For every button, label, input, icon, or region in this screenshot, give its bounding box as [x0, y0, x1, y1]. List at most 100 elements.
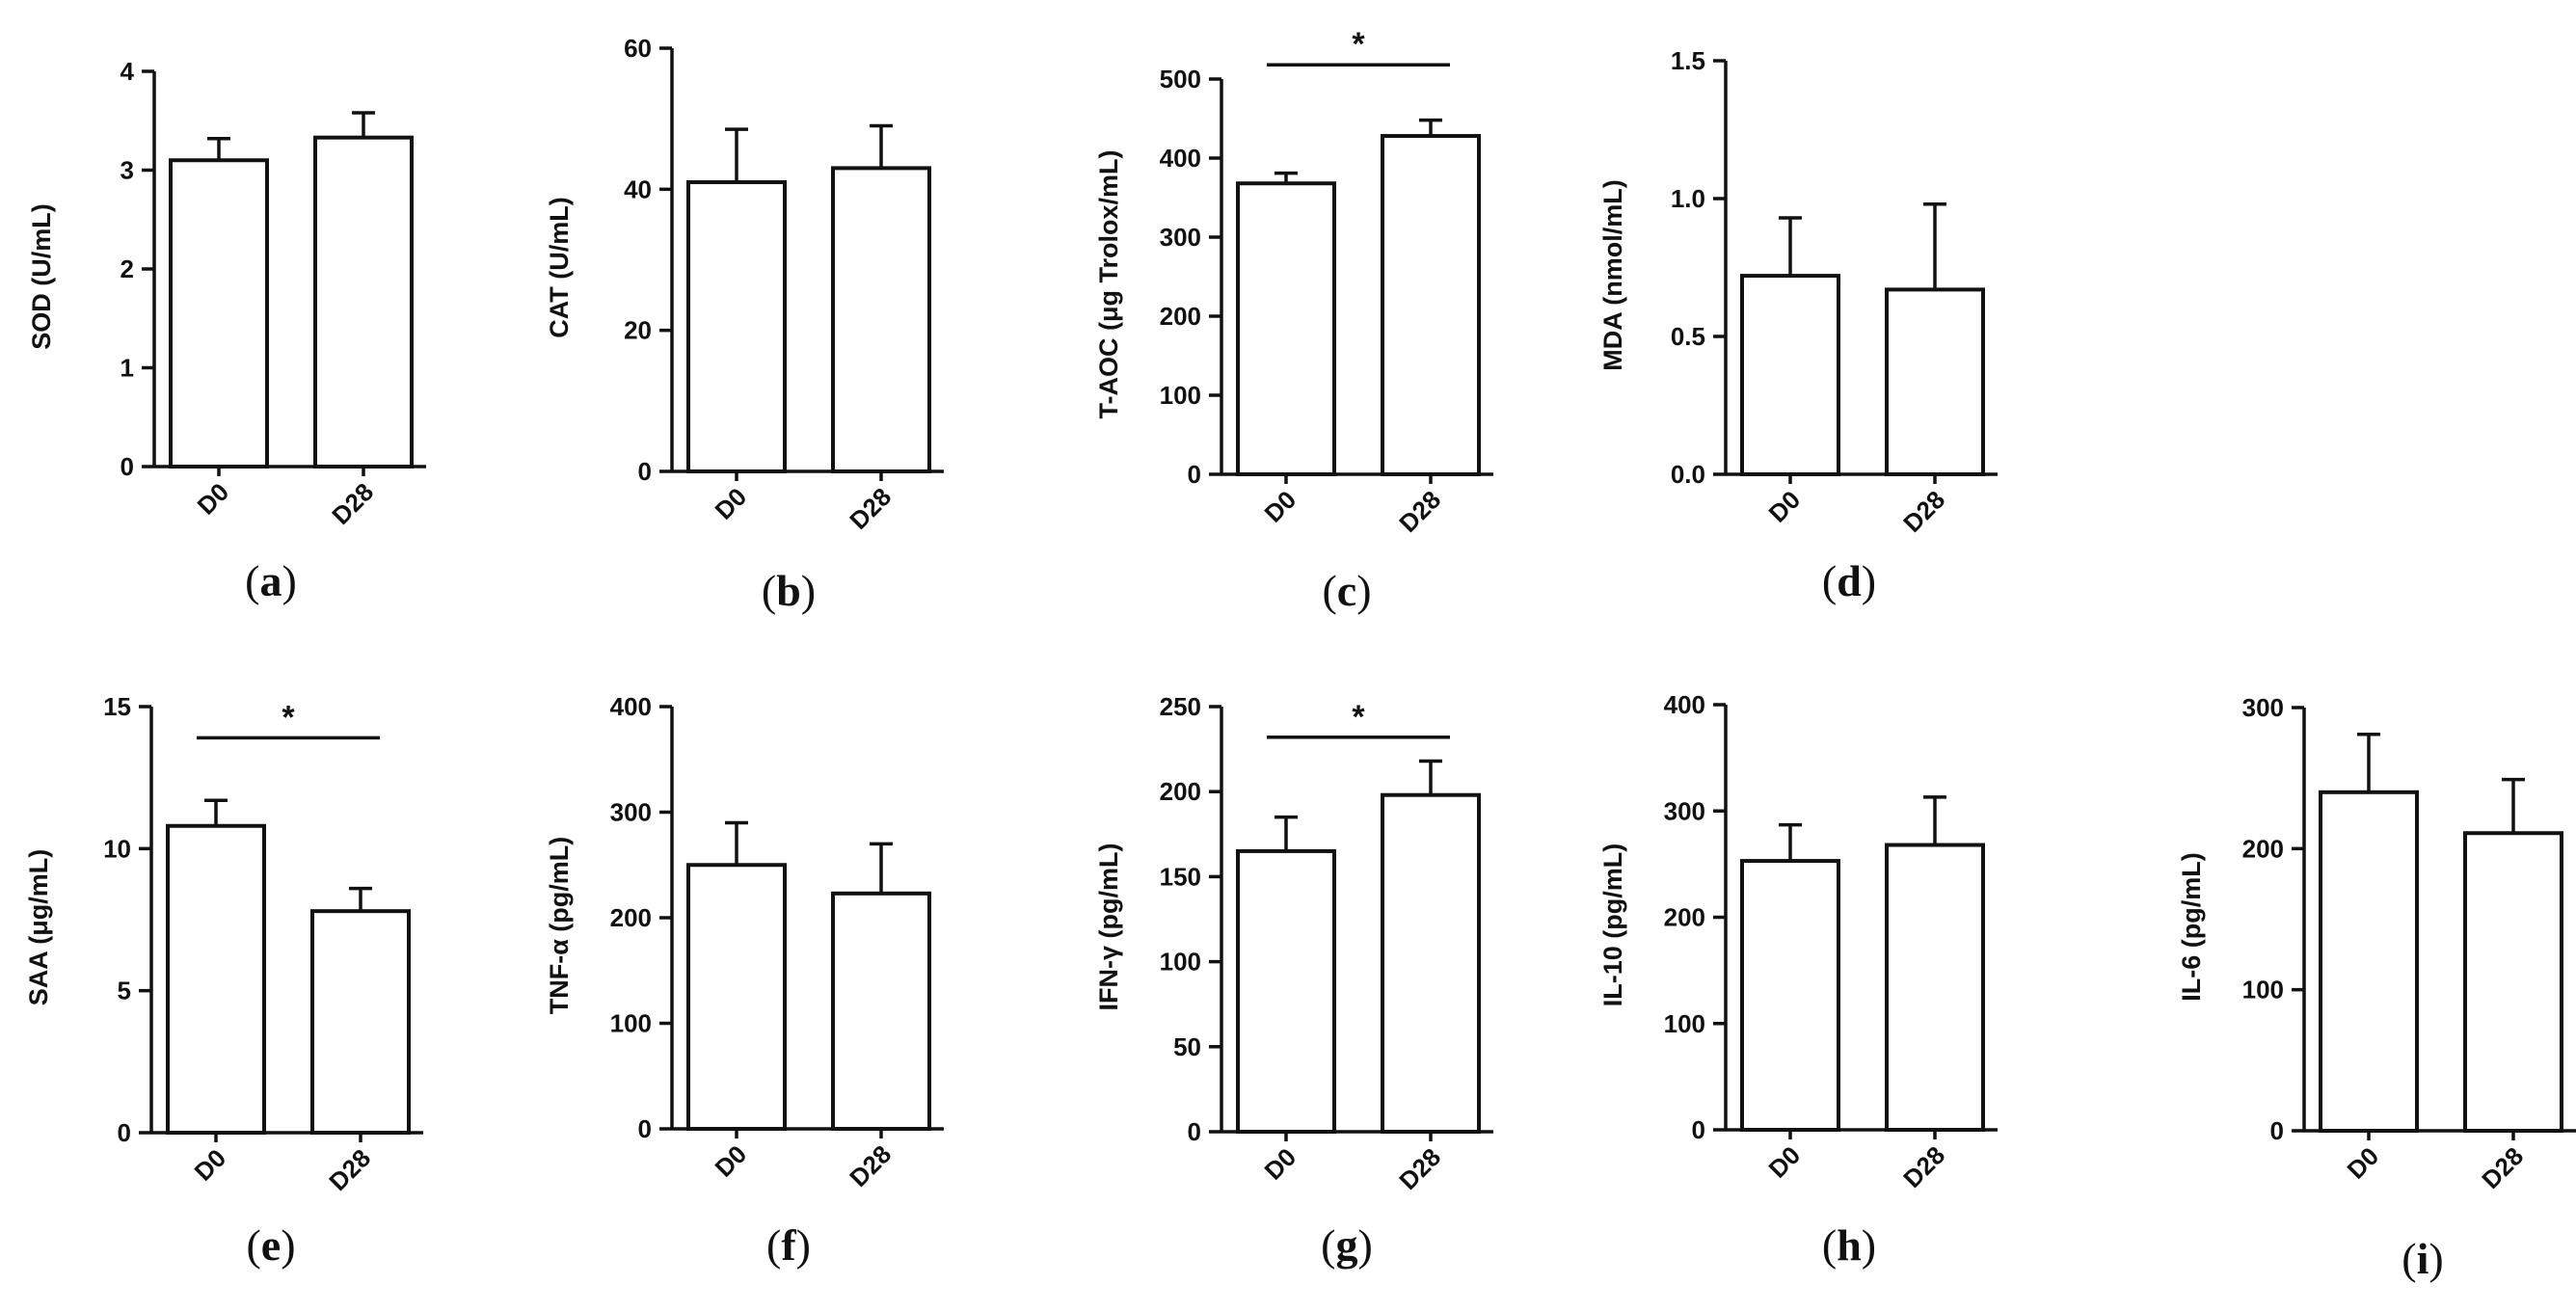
panel-e: 0 5 10 15 SAA (μg/mL) D0 D28 * (e)	[24, 692, 423, 1270]
significance-star: *	[1352, 26, 1365, 63]
panel-label: (h)	[1822, 1220, 1876, 1270]
y-tick-label: 200	[1160, 777, 1201, 806]
bar-d28	[310, 909, 411, 1135]
x-tick-label: D0	[710, 1139, 753, 1183]
bar-d0	[1236, 848, 1336, 1134]
y-tick-label: 0.0	[1671, 460, 1705, 489]
x-tick-label: D28	[1393, 1142, 1446, 1195]
panel-label: (a)	[245, 556, 297, 605]
panel-a: 0 1 2 3 4 SOD (U/mL) D0 D28 (a)	[27, 57, 426, 605]
panel-f: 0 100 200 300 400 TNF-α (pg/mL) D0 D28 (f)	[545, 692, 944, 1270]
bar-d28	[313, 135, 414, 469]
bar-d0	[169, 158, 269, 469]
bar-d0	[686, 180, 787, 473]
bar-d0	[166, 823, 266, 1135]
y-tick-label: 0	[2270, 1116, 2284, 1145]
x-tick-label: D28	[2476, 1141, 2529, 1194]
panel-letter: g	[1336, 1220, 1358, 1270]
y-tick-label: 100	[2242, 976, 2284, 1004]
y-tick-label: 0.5	[1671, 322, 1705, 351]
y-tick-label: 5	[118, 977, 131, 1005]
bar-d28	[831, 166, 931, 473]
bar-d0	[1740, 274, 1840, 476]
y-axis-title: TNF-α (pg/mL)	[545, 837, 574, 1015]
y-tick-label: 100	[1160, 948, 1201, 977]
y-tick-label: 60	[624, 34, 652, 63]
x-tick-label: D0	[192, 477, 235, 521]
panel-d: 0.0 0.5 1.0 1.5 MDA (nmol/mL) D0 D28 (d)	[1598, 46, 1998, 605]
x-tick-label: D28	[844, 482, 897, 535]
panel-b: 0 20 40 60 CAT (U/mL) D0 D28 (b)	[545, 34, 944, 615]
panel-letter: e	[261, 1220, 281, 1270]
panel-label: (d)	[1822, 556, 1876, 605]
y-tick-label: 0	[638, 457, 652, 486]
bar-d28	[2463, 831, 2563, 1134]
y-axis-title: IFN-γ (pg/mL)	[1094, 843, 1123, 1011]
y-tick-label: 200	[1160, 302, 1201, 331]
panel-letter: c	[1337, 566, 1356, 615]
x-tick-label: D0	[189, 1143, 232, 1187]
x-tick-label: D0	[1259, 485, 1302, 528]
y-tick-label: 200	[610, 903, 652, 932]
y-axis-title: CAT (U/mL)	[545, 197, 574, 337]
y-tick-label: 40	[624, 174, 652, 203]
x-tick-label: D0	[1259, 1142, 1302, 1186]
panel-letter: f	[781, 1220, 796, 1270]
y-tick-label: 300	[1664, 796, 1705, 825]
y-tick-label: 2	[121, 254, 134, 283]
y-tick-label: 200	[1664, 903, 1705, 932]
bar-d28	[1381, 134, 1481, 476]
y-tick-label: 500	[1160, 65, 1201, 94]
panel-label: (f)	[766, 1220, 811, 1270]
significance-star: *	[1352, 699, 1365, 736]
x-tick-label: D0	[1763, 1140, 1807, 1184]
bar-d28	[1885, 843, 1985, 1133]
panel-c: 0 100 200 300 400 500 T-AOC (μg Trolox/mL) D0 D2…	[1094, 26, 1493, 615]
y-axis-title: T-AOC (μg Trolox/mL)	[1094, 149, 1123, 418]
panel-i: 0 100 200 300 IL-6 (pg/mL) D0 D28 (i)	[2177, 693, 2576, 1283]
y-axis-title: IL-10 (pg/mL)	[1598, 843, 1627, 1007]
y-tick-label: 0	[638, 1114, 652, 1143]
y-axis-title: SOD (U/mL)	[27, 203, 56, 350]
bar-d0	[2319, 790, 2419, 1133]
panel-label: (i)	[2402, 1234, 2443, 1283]
y-tick-label: 0	[121, 452, 134, 481]
y-axis-title: MDA (nmol/mL)	[1598, 179, 1627, 370]
x-tick-label: D28	[844, 1139, 897, 1192]
y-tick-label: 100	[1664, 1009, 1705, 1038]
significance-star: *	[282, 699, 295, 736]
y-tick-label: 200	[2242, 834, 2284, 863]
panel-letter: h	[1837, 1220, 1862, 1270]
panel-h: 0 100 200 300 400 IL-10 (pg/mL) D0 D28 (h)	[1598, 690, 1998, 1270]
panel-letter: i	[2417, 1234, 2429, 1283]
panel-label: (e)	[246, 1220, 295, 1270]
y-tick-label: 1.5	[1671, 46, 1705, 75]
panel-letter: b	[776, 566, 801, 615]
y-tick-label: 100	[610, 1009, 652, 1038]
y-tick-label: 1.0	[1671, 184, 1705, 213]
y-tick-label: 50	[1173, 1032, 1201, 1061]
y-tick-label: 15	[103, 692, 131, 721]
y-tick-label: 10	[103, 834, 131, 863]
y-tick-label: 0	[1188, 460, 1201, 489]
bar-d28	[831, 891, 931, 1131]
bar-d28	[1381, 792, 1481, 1135]
bar-d0	[686, 863, 787, 1131]
bar-d0	[1740, 859, 1840, 1132]
y-tick-label: 1	[121, 354, 134, 383]
y-axis-title: SAA (μg/mL)	[24, 849, 53, 1006]
y-tick-label: 300	[1160, 223, 1201, 252]
panel-letter: d	[1837, 556, 1862, 605]
y-tick-label: 0	[118, 1118, 131, 1147]
y-tick-label: 400	[1160, 144, 1201, 173]
bar-d0	[1236, 181, 1336, 477]
panel-label: (g)	[1321, 1220, 1373, 1270]
y-tick-label: 3	[121, 156, 134, 185]
y-axis-title: IL-6 (pg/mL)	[2177, 852, 2206, 1001]
y-tick-label: 100	[1160, 381, 1201, 410]
panel-letter: a	[260, 556, 282, 605]
x-tick-label: D0	[1763, 485, 1807, 528]
x-tick-label: D28	[1393, 485, 1446, 538]
y-tick-label: 250	[1160, 692, 1201, 721]
